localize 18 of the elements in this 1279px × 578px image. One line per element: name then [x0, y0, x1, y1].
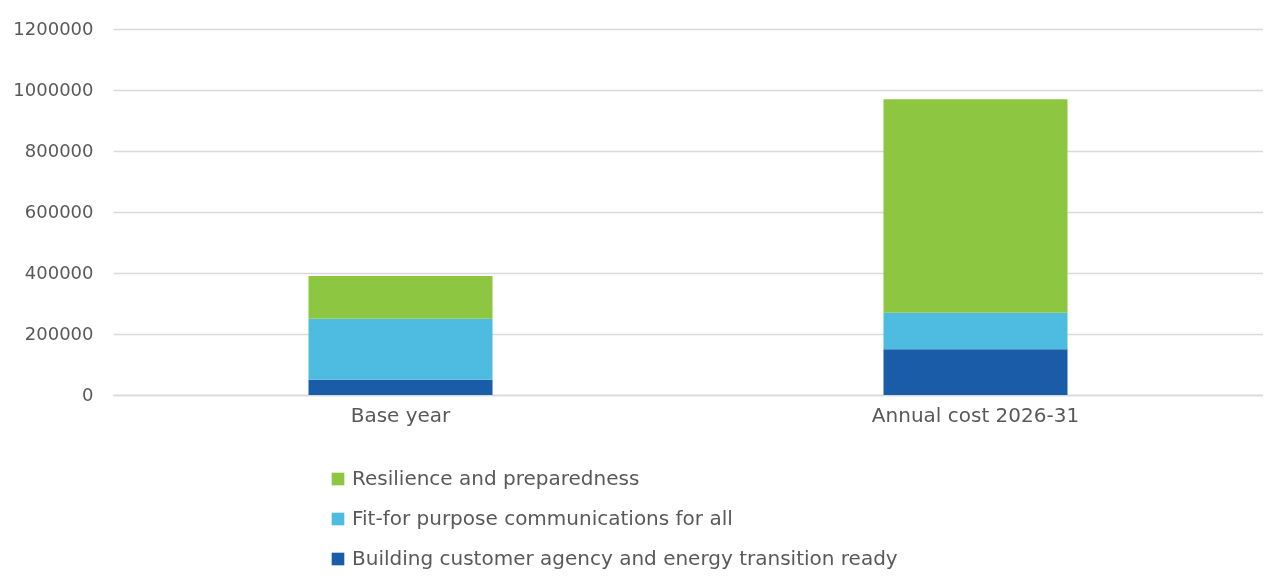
- y-tick-label: 0: [82, 383, 94, 405]
- y-tick-label: 200000: [24, 322, 94, 344]
- y-tick-label: 1200000: [13, 17, 94, 39]
- bar: [308, 276, 493, 319]
- bar: [308, 379, 493, 395]
- y-tick-label: 400000: [24, 261, 94, 283]
- legend-label: Building customer agency and energy transition ready: [352, 546, 898, 570]
- bar: [308, 318, 493, 380]
- bar: [883, 312, 1068, 350]
- bar: [883, 349, 1068, 395]
- bar: [883, 99, 1068, 313]
- y-tick-label: 1000000: [13, 78, 94, 100]
- y-tick-label: 800000: [24, 139, 94, 161]
- x-tick-label: Base year: [350, 402, 452, 427]
- legend-label: Resilience and preparedness: [352, 466, 640, 490]
- legend-label: Fit-for purpose communications for all: [352, 506, 733, 530]
- y-tick-label: 600000: [24, 200, 94, 222]
- x-tick-label: Annual cost 2026-31: [871, 402, 1080, 427]
